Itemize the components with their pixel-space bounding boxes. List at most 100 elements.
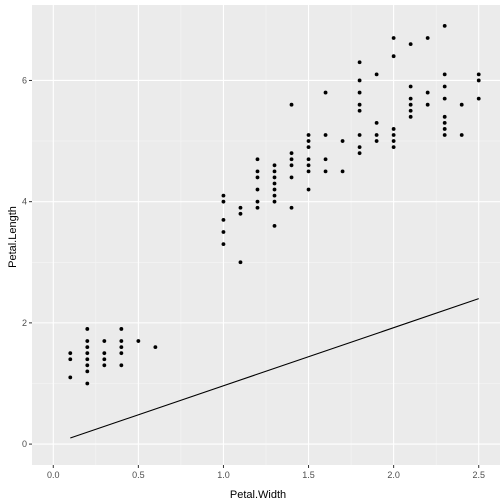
data-point bbox=[374, 120, 379, 125]
data-point bbox=[221, 242, 226, 246]
minor-gridlines bbox=[32, 5, 500, 465]
data-point bbox=[391, 133, 396, 137]
data-point bbox=[374, 139, 379, 143]
data-point bbox=[289, 151, 294, 156]
data-point bbox=[357, 133, 362, 137]
data-point bbox=[357, 78, 362, 83]
data-point bbox=[221, 193, 226, 198]
data-point bbox=[102, 363, 107, 368]
data-point bbox=[323, 133, 328, 137]
data-point bbox=[255, 157, 260, 162]
data-point bbox=[255, 199, 260, 204]
x-tick-label: 1.0 bbox=[217, 470, 230, 480]
data-point bbox=[323, 169, 328, 174]
data-point bbox=[238, 260, 243, 265]
fit-line bbox=[70, 298, 479, 439]
x-tick-label: 0.5 bbox=[132, 470, 145, 480]
data-point bbox=[357, 108, 362, 113]
data-point bbox=[442, 120, 447, 125]
data-point bbox=[272, 163, 277, 168]
data-point bbox=[272, 169, 277, 174]
data-point bbox=[289, 205, 294, 210]
y-tick-label: 6 bbox=[22, 75, 27, 85]
data-point bbox=[442, 72, 447, 77]
data-point bbox=[85, 381, 90, 386]
data-point bbox=[408, 114, 413, 119]
line-series bbox=[70, 298, 479, 439]
data-point bbox=[442, 114, 447, 119]
data-point bbox=[357, 60, 362, 65]
data-point bbox=[221, 217, 226, 222]
data-point bbox=[272, 193, 277, 198]
data-point bbox=[425, 36, 430, 40]
data-point bbox=[442, 127, 447, 131]
data-point bbox=[255, 205, 260, 210]
data-point bbox=[306, 163, 311, 168]
data-point bbox=[221, 199, 226, 204]
data-point bbox=[68, 375, 73, 380]
data-point bbox=[119, 363, 124, 368]
data-point bbox=[289, 102, 294, 107]
x-tick-label: 2.5 bbox=[472, 470, 485, 480]
data-point bbox=[85, 339, 90, 343]
data-point bbox=[85, 351, 90, 356]
data-point bbox=[289, 175, 294, 180]
major-gridlines bbox=[32, 5, 500, 465]
y-axis-title: Petal.Length bbox=[7, 206, 19, 268]
data-point bbox=[476, 72, 481, 77]
data-point bbox=[272, 199, 277, 204]
data-point bbox=[85, 345, 90, 350]
data-point bbox=[306, 145, 311, 150]
data-point bbox=[408, 102, 413, 107]
data-point bbox=[272, 187, 277, 192]
data-point bbox=[289, 157, 294, 162]
axis-ticks bbox=[29, 79, 480, 468]
data-point bbox=[272, 175, 277, 180]
data-point bbox=[374, 72, 379, 77]
data-point bbox=[306, 133, 311, 137]
data-point bbox=[323, 90, 328, 95]
data-point bbox=[136, 339, 141, 343]
data-point bbox=[289, 163, 294, 168]
data-point bbox=[85, 357, 90, 362]
data-point bbox=[85, 369, 90, 374]
data-point bbox=[459, 133, 464, 137]
data-point bbox=[306, 187, 311, 192]
data-point bbox=[425, 90, 430, 95]
data-point bbox=[119, 339, 124, 343]
data-point bbox=[408, 84, 413, 89]
data-point bbox=[68, 351, 73, 356]
data-point bbox=[102, 357, 107, 362]
data-point bbox=[408, 108, 413, 113]
data-point bbox=[391, 54, 396, 59]
data-point bbox=[255, 175, 260, 180]
data-point bbox=[119, 345, 124, 350]
data-point bbox=[119, 327, 124, 331]
data-point bbox=[425, 102, 430, 107]
data-point bbox=[357, 90, 362, 95]
data-point bbox=[272, 224, 277, 228]
data-point bbox=[340, 139, 345, 143]
data-point bbox=[374, 133, 379, 137]
data-point bbox=[221, 230, 226, 234]
data-point bbox=[238, 205, 243, 210]
data-point bbox=[442, 24, 447, 28]
data-point bbox=[408, 96, 413, 101]
axis-tick-labels: 0.0 0.5 1.0 1.5 2.0 2.5 0 2 4 6 bbox=[22, 75, 485, 480]
data-point bbox=[306, 157, 311, 162]
x-tick-label: 2.0 bbox=[387, 470, 400, 480]
data-point bbox=[442, 84, 447, 89]
data-point bbox=[357, 102, 362, 107]
data-point bbox=[102, 351, 107, 356]
y-tick-label: 2 bbox=[22, 318, 27, 328]
data-point bbox=[255, 187, 260, 192]
data-point bbox=[391, 36, 396, 40]
data-point bbox=[255, 169, 260, 174]
data-point bbox=[476, 96, 481, 101]
point-series bbox=[68, 24, 481, 386]
data-point bbox=[391, 127, 396, 131]
y-tick-label: 4 bbox=[22, 197, 27, 207]
data-point bbox=[357, 151, 362, 156]
data-point bbox=[306, 169, 311, 174]
